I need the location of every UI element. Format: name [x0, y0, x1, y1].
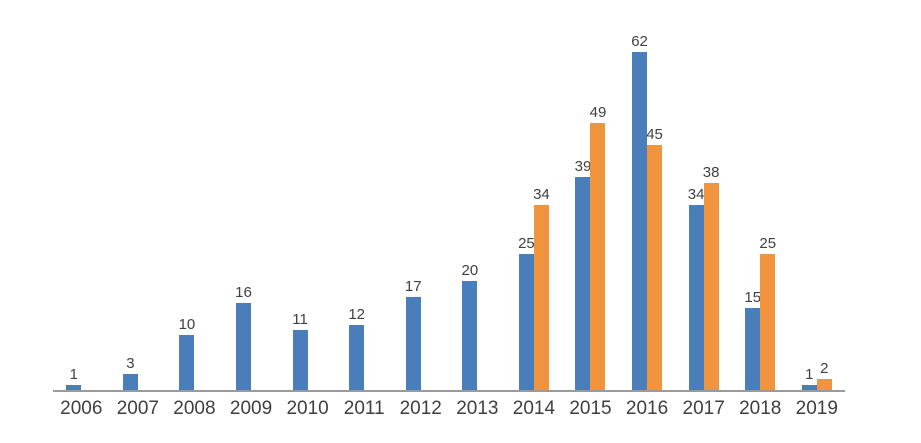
- bar-value-label: 25: [518, 235, 535, 252]
- x-axis-tick-label: 2017: [682, 398, 725, 419]
- x-axis-tick-label: 2019: [795, 398, 838, 419]
- bar-value-label: 1: [805, 366, 814, 383]
- bar-value-label: 16: [235, 284, 252, 301]
- bar-blue-series-2006: 1: [66, 367, 82, 390]
- bar-blue-series-2008: 10: [179, 317, 195, 390]
- bar-value-label: 1: [69, 366, 78, 383]
- bar-blue-series-2017: 34: [688, 187, 704, 390]
- bar-value-label: 45: [646, 126, 663, 143]
- bar-value-label: 25: [759, 235, 777, 252]
- x-axis-tick-label: 2018: [739, 398, 782, 419]
- x-axis-tick-label: 2016: [625, 398, 669, 419]
- category-group-2018: 15 25: [732, 0, 789, 390]
- x-axis-tick-label: 2009: [229, 398, 273, 419]
- x-axis-tick-label: 2015: [569, 398, 612, 419]
- bar-value-label: 49: [589, 104, 607, 121]
- bar-blue-series-2007: 3: [122, 356, 138, 390]
- category-group-2006: 1: [53, 0, 110, 390]
- bar-blue-series-2015: 39: [575, 159, 591, 390]
- category-group-2017: 34 38: [675, 0, 732, 390]
- x-axis-tick-label: 2007: [116, 398, 159, 419]
- x-axis-labels: 2006 2007 2008 2009 2010 2011 2012 2013 2014 2015…: [53, 399, 845, 418]
- bar-blue-series-2018: 15: [744, 290, 761, 390]
- category-group-2015: 39 49: [562, 0, 619, 390]
- x-axis-tick-label: 2011: [343, 398, 385, 419]
- x-axis-line: [53, 390, 845, 392]
- x-axis-tick-label: 2010: [286, 398, 329, 419]
- bar-value-label: 34: [533, 186, 550, 203]
- bar-orange-series-2017: 38: [703, 165, 719, 390]
- category-group-2011: 12: [336, 0, 393, 390]
- category-group-2016: 62 45: [619, 0, 676, 390]
- bar-orange-series-2018: 25: [759, 236, 776, 390]
- category-group-2007: 3: [110, 0, 167, 390]
- bar-value-label: 39: [574, 158, 592, 175]
- bar-orange-series-2014: 34: [533, 187, 550, 390]
- bar-blue-series-2013: 20: [461, 263, 478, 390]
- category-group-2014: 25 34: [506, 0, 563, 390]
- bar-value-label: 10: [178, 316, 196, 333]
- x-axis-tick-label: 2014: [512, 398, 556, 419]
- bar-orange-series-2019: 2: [816, 361, 832, 390]
- bar-value-label: 17: [404, 278, 422, 295]
- category-group-2012: 17: [392, 0, 449, 390]
- bar-blue-series-2010: 11: [292, 312, 308, 390]
- x-axis-tick-label: 2012: [399, 398, 442, 419]
- category-group-2009: 16: [223, 0, 280, 390]
- bars-area: 1 3 10 16 11 12 17 20 25 34 39 49 62 45 34 38 15 25 1 2: [53, 0, 845, 390]
- bar-value-label: 3: [126, 355, 135, 372]
- bar-value-label: 62: [631, 33, 648, 50]
- category-group-2013: 20: [449, 0, 506, 390]
- bar-blue-series-2019: 1: [801, 367, 817, 390]
- bar-blue-series-2011: 12: [348, 307, 365, 390]
- x-axis-tick-label: 2008: [173, 398, 216, 419]
- bar-value-label: 20: [461, 262, 479, 279]
- bar-orange-series-2015: 49: [590, 105, 606, 390]
- x-axis-tick-label: 2006: [60, 398, 103, 419]
- bar-blue-series-2012: 17: [405, 279, 422, 390]
- bar-value-label: 15: [744, 289, 762, 306]
- plot-area: 1 3 10 16 11 12 17 20 25 34 39 49 62 45 34 38 15 25 1 2: [53, 0, 845, 392]
- category-group-2010: 11: [279, 0, 336, 390]
- bar-orange-series-2016: 45: [646, 127, 663, 390]
- bar-blue-series-2014: 25: [518, 236, 535, 390]
- bar-blue-series-2009: 16: [235, 285, 252, 390]
- bar-value-label: 12: [348, 306, 366, 323]
- bar-value-label: 38: [702, 164, 720, 181]
- bar-value-label: 34: [687, 186, 705, 203]
- bar-value-label: 2: [820, 360, 829, 377]
- bar-value-label: 11: [292, 311, 308, 328]
- x-axis-tick-label: 2013: [456, 398, 499, 419]
- bar-blue-series-2016: 62: [631, 34, 648, 390]
- category-group-2008: 10: [166, 0, 223, 390]
